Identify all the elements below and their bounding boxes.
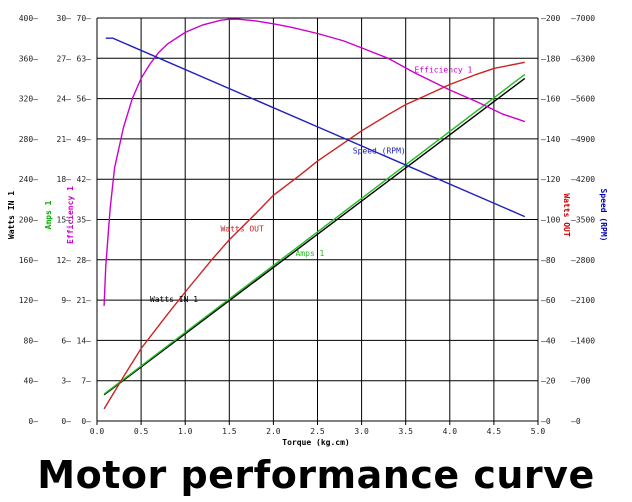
tick-label-amps: 9–	[61, 296, 71, 305]
chart-caption: Motor performance curve	[37, 453, 595, 497]
tick-label-watts_in: 360–	[19, 54, 38, 63]
tick-label-watts_out: –200	[541, 14, 560, 23]
axis-title-amps: Amps 1	[44, 200, 53, 229]
x-axis-label: Torque (kg.cm)	[282, 438, 349, 447]
tick-label-watts_out: –20	[541, 377, 556, 386]
axis-title-efficiency: Efficiency 1	[65, 186, 75, 244]
tick-label-speed: –5600	[571, 95, 595, 104]
annotation-label: Amps 1	[295, 249, 324, 258]
x-tick-label: 2.0	[266, 427, 281, 436]
axis-title-watts_in: Watts IN 1	[7, 191, 16, 239]
axis-title-speed: Speed (RPM)	[599, 189, 608, 242]
tick-label-watts_in: 280–	[19, 135, 38, 144]
tick-label-watts_out: –120	[541, 175, 560, 184]
tick-label-amps: 3–	[61, 377, 71, 386]
x-tick-label: 2.5	[310, 427, 325, 436]
tick-label-speed: –2100	[571, 296, 595, 305]
tick-label-watts_in: 320–	[19, 95, 38, 104]
tick-label-efficiency: 70–	[77, 14, 92, 23]
tick-label-speed: –7000	[571, 14, 595, 23]
tick-label-efficiency: 42–	[77, 175, 92, 184]
x-tick-label: 3.5	[398, 427, 413, 436]
series-line-watts-in-1	[103, 77, 526, 396]
x-tick-label: 1.0	[178, 427, 193, 436]
annotation-label: Watts IN 1	[150, 295, 198, 304]
x-tick-label: 0.5	[134, 427, 149, 436]
tick-label-efficiency: 49–	[77, 135, 92, 144]
tick-label-efficiency: 14–	[77, 336, 92, 345]
series-line-speed-rpm	[105, 37, 526, 218]
x-tick-label: 1.5	[222, 427, 237, 436]
tick-label-watts_in: 160–	[19, 256, 38, 265]
tick-label-speed: –2800	[571, 256, 595, 265]
axis-title-watts_out: Watts OUT	[562, 193, 571, 237]
tick-label-amps: 24–	[57, 95, 72, 104]
tick-label-speed: –1400	[571, 336, 595, 345]
tick-label-watts_out: –60	[541, 296, 556, 305]
chart-series	[103, 18, 526, 410]
x-tick-label: 4.0	[443, 427, 458, 436]
tick-label-speed: –3500	[571, 216, 595, 225]
tick-label-efficiency: 63–	[77, 54, 92, 63]
x-tick-label: 4.5	[487, 427, 502, 436]
tick-label-watts_in: 200–	[19, 216, 38, 225]
x-tick-label: 5.0	[531, 427, 546, 436]
tick-label-watts_out: –180	[541, 54, 560, 63]
right-axis-ticks: –0 –20 –40 –60 –80 –100 –120 –140 –160 –180 –200 –0…	[541, 14, 595, 426]
annotation-label: Efficiency 1	[415, 66, 473, 75]
tick-label-watts_in: 80–	[24, 336, 39, 345]
tick-label-watts_out: –100	[541, 216, 560, 225]
series-annotations: Efficiency 1 Speed (RPM) Watts OUT Amps 1 Wa…	[150, 66, 473, 304]
tick-label-efficiency: 0–	[81, 417, 91, 426]
tick-label-efficiency: 28–	[77, 256, 92, 265]
tick-label-amps: 0–	[61, 417, 71, 426]
tick-label-speed: –700	[571, 377, 590, 386]
tick-label-amps: 30–	[57, 14, 72, 23]
tick-label-speed: –4200	[571, 175, 595, 184]
tick-label-watts_out: –40	[541, 336, 556, 345]
tick-label-speed: –4900	[571, 135, 595, 144]
x-tick-label: 0.0	[90, 427, 105, 436]
tick-label-amps: 15–	[57, 216, 72, 225]
tick-label-watts_in: 0–	[28, 417, 38, 426]
tick-label-watts_in: 120–	[19, 296, 38, 305]
series-line-watts-out	[103, 61, 525, 410]
tick-label-amps: 27–	[57, 54, 72, 63]
tick-label-efficiency: 7–	[81, 377, 91, 386]
tick-label-watts_in: 400–	[19, 14, 38, 23]
x-tick-label: 3.0	[354, 427, 369, 436]
x-axis-ticks: 0.0 0.5 1.0 1.5 2.0 2.5 3.0 3.5 4.0 4.5 5.0	[90, 421, 546, 436]
tick-label-watts_in: 240–	[19, 175, 38, 184]
series-line-efficiency-1	[103, 18, 526, 306]
tick-label-amps: 12–	[57, 256, 72, 265]
tick-label-efficiency: 21–	[77, 296, 92, 305]
chart-grid	[96, 17, 539, 422]
annotation-label: Watts OUT	[220, 225, 264, 234]
tick-label-amps: 21–	[57, 135, 72, 144]
tick-label-speed: –6300	[571, 54, 595, 63]
axis-titles: Watts IN 1 Amps 1 Efficiency 1 Watts OUT Spe…	[7, 186, 608, 244]
tick-label-watts_in: 40–	[24, 377, 39, 386]
left-axis-ticks: 0– 40– 80– 120– 160– 200– 240– 280– 320– 360– 400–…	[19, 14, 91, 426]
tick-label-amps: 6–	[61, 336, 71, 345]
tick-label-amps: 18–	[57, 175, 72, 184]
tick-label-watts_out: –160	[541, 95, 560, 104]
tick-label-watts_out: –140	[541, 135, 560, 144]
tick-label-efficiency: 35–	[77, 216, 92, 225]
tick-label-efficiency: 56–	[77, 95, 92, 104]
motor-performance-chart: 0– 40– 80– 120– 160– 200– 240– 280– 320– 360– 400–…	[7, 14, 608, 447]
tick-label-watts_out: –0	[541, 417, 551, 426]
tick-label-watts_out: –80	[541, 256, 556, 265]
series-line-amps-1	[103, 73, 526, 395]
tick-label-speed: –0	[571, 417, 581, 426]
annotation-label: Speed (RPM)	[353, 146, 406, 155]
